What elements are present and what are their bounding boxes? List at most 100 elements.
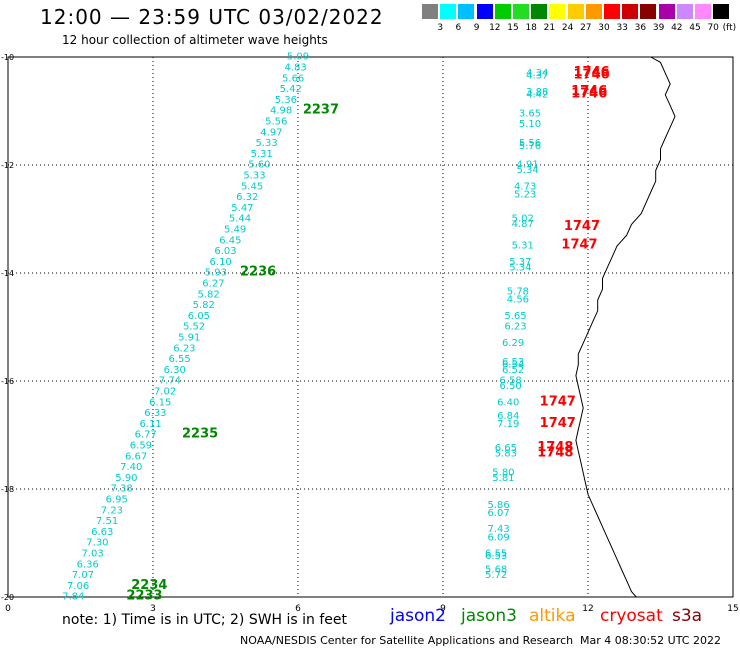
wave-height-value: 6.23 <box>504 322 526 333</box>
timestamp-text: Mar 4 08:30:52 UTC 2022 <box>580 634 721 647</box>
wave-height-value: 4.37 <box>526 71 548 82</box>
legend-swatch <box>604 4 620 19</box>
wave-height-value: 6.11 <box>139 419 161 430</box>
wave-height-value: 5.83 <box>495 449 517 460</box>
wave-height-value: 4.56 <box>507 295 529 306</box>
wave-height-value: 5.80 <box>492 468 514 479</box>
pass-time-label: 1746 <box>574 68 610 83</box>
wave-height-value: 6.05 <box>188 311 210 322</box>
wave-height-value: 6.67 <box>125 451 147 462</box>
wave-height-value: 6.55 <box>485 549 507 560</box>
wave-height-value: 4.87 <box>512 219 534 230</box>
x-tick-label: 9 <box>440 604 446 614</box>
wave-height-value: 6.53 <box>485 551 507 562</box>
legend-jason2: jason2 <box>390 606 446 626</box>
legend-swatch <box>676 4 693 19</box>
wave-height-value: 6.54 <box>502 360 524 371</box>
wave-height-value: 7.38 <box>110 484 132 495</box>
wave-height-value: 5.47 <box>231 203 253 214</box>
page-subtitle: 12 hour collection of altimeter wave hei… <box>62 33 328 47</box>
wave-height-value: 3.65 <box>519 108 541 119</box>
wave-height-value: 5.82 <box>197 289 219 300</box>
wave-height-value: 5.33 <box>243 171 265 182</box>
wave-height-value: 6.32 <box>236 192 258 203</box>
y-tick-label: -20 <box>1 593 14 602</box>
wave-height-value: 6.45 <box>219 235 241 246</box>
wave-height-value: 7.23 <box>101 505 123 516</box>
wave-height-value: 5.02 <box>512 214 534 225</box>
pass-time-label: 2233 <box>126 589 162 604</box>
wave-height-value: 5.45 <box>241 181 263 192</box>
wave-height-value: 6.27 <box>202 279 224 290</box>
wave-height-value: 7.84 <box>62 592 84 603</box>
legend-tick-label: 9 <box>473 23 480 33</box>
wave-height-value: 7.30 <box>86 538 108 549</box>
wave-height-value: 5.81 <box>492 473 514 484</box>
wave-height-value: 6.36 <box>77 559 99 570</box>
wave-height-value: 6.09 <box>487 532 509 543</box>
wave-height-value: 5.78 <box>507 287 529 298</box>
pass-time-label: 1747 <box>561 238 597 253</box>
x-tick-label: 12 <box>582 604 593 614</box>
wave-height-value: 6.30 <box>164 365 186 376</box>
x-tick-label: 15 <box>727 604 738 614</box>
wave-height-value: 5.31 <box>512 241 534 252</box>
wave-height-value: 5.37 <box>509 257 531 268</box>
legend-tick-label: 24 <box>561 23 574 33</box>
wave-height-value: 5.23 <box>514 189 536 200</box>
note-text: note: 1) Time is in UTC; 2) SWH is in fe… <box>62 612 348 628</box>
wave-height-value: 6.84 <box>497 411 519 422</box>
wave-height-value: 7.07 <box>72 570 94 581</box>
x-tick-label: 0 <box>5 604 11 614</box>
legend-swatch <box>549 4 566 19</box>
wave-height-value: 7.51 <box>96 516 118 527</box>
wave-height-value: 5.36 <box>275 95 297 106</box>
pass-time-label: 2236 <box>240 265 276 280</box>
wave-height-value: 6.53 <box>502 357 524 368</box>
legend-unit-label: (ft) <box>722 23 737 33</box>
wave-height-value: 4.98 <box>270 106 292 117</box>
legend-swatch <box>567 4 584 19</box>
legend-tick-label: 27 <box>580 23 592 33</box>
pass-time-label: 1746 <box>571 84 607 99</box>
x-tick-label: 6 <box>295 604 301 614</box>
wave-height-value: 5.82 <box>193 300 215 311</box>
wave-height-value: 6.29 <box>502 338 524 349</box>
wave-height-value: 6.07 <box>487 508 509 519</box>
wave-height-value: 4.73 <box>514 181 536 192</box>
wave-height-value: 5.65 <box>504 311 526 322</box>
legend-swatch <box>531 4 548 19</box>
legend-tick-label: 6 <box>455 23 462 33</box>
wave-height-value: 6.63 <box>91 527 113 538</box>
y-tick-label: -16 <box>1 377 14 386</box>
legend-swatch <box>695 4 711 19</box>
wave-height-value: 5.33 <box>255 138 277 149</box>
wave-height-value: 6.58 <box>500 376 522 387</box>
pass-time-label: 2237 <box>303 103 339 118</box>
legend-swatch <box>476 4 493 19</box>
wave-height-value: 7.74 <box>159 376 181 387</box>
wave-height-value: 5.09 <box>287 52 309 63</box>
x-tick-label: 3 <box>150 604 156 614</box>
wave-height-value: 6.40 <box>497 397 519 408</box>
legend-tick-label: 3 <box>437 23 444 33</box>
wave-height-value: 6.03 <box>214 246 236 257</box>
pass-time-label: 1748 <box>537 440 573 455</box>
wave-height-value: 4.42 <box>526 90 548 101</box>
wave-height-value: 5.56 <box>519 138 541 149</box>
legend-s3a: s3a <box>672 606 703 626</box>
pass-time-label: 1748 <box>537 446 573 461</box>
wave-height-value: 5.66 <box>282 73 304 84</box>
wave-height-value: 7.03 <box>81 549 103 560</box>
legend-swatch <box>513 4 529 19</box>
wave-height-value: 6.95 <box>106 495 128 506</box>
wave-height-value: 6.52 <box>502 365 524 376</box>
legend-tick-label: 30 <box>598 23 610 33</box>
wave-height-value: 5.86 <box>487 500 509 511</box>
pass-time-label: 2234 <box>131 578 167 593</box>
y-tick-label: -14 <box>1 269 14 278</box>
wave-height-value: 5.93 <box>205 268 227 279</box>
legend-tick-label: 42 <box>671 23 683 33</box>
coastline <box>575 56 676 598</box>
wave-height-value: 5.34 <box>509 262 531 273</box>
